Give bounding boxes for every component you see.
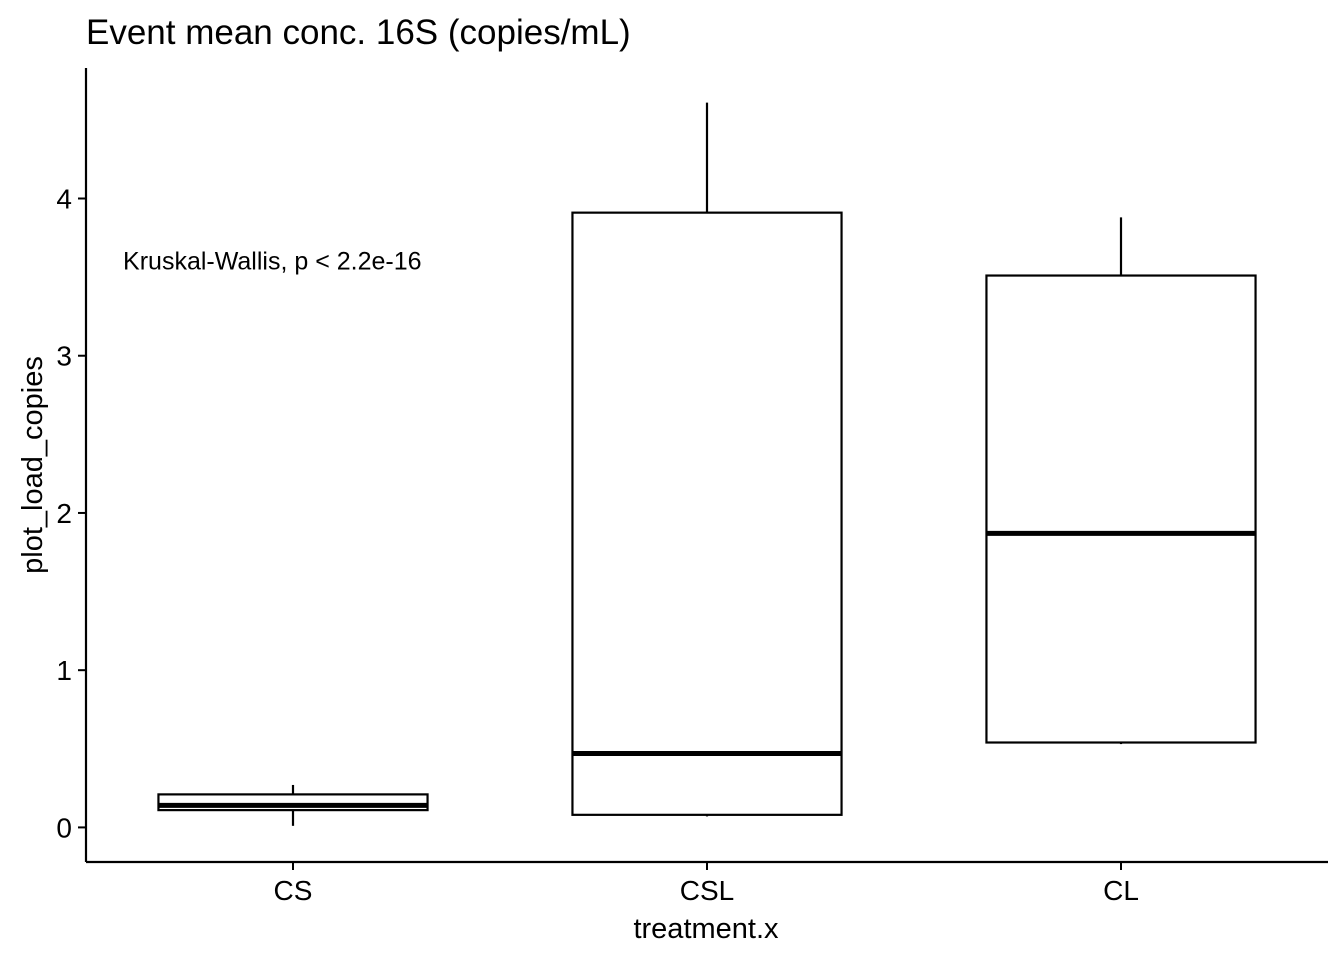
- y-tick-label: 1: [56, 655, 72, 686]
- x-axis-label: treatment.x: [633, 913, 779, 945]
- y-tick-label: 3: [56, 341, 72, 372]
- x-tick-label: CL: [1103, 875, 1139, 906]
- x-tick-label: CS: [274, 875, 313, 906]
- y-tick-label: 0: [56, 812, 72, 843]
- stat-annotation: Kruskal-Wallis, p < 2.2e-16: [123, 247, 422, 275]
- box-csl: [571, 211, 843, 816]
- y-axis-label: plot_load_copies: [17, 356, 49, 574]
- box-cl: [985, 274, 1257, 744]
- x-tick-label: CSL: [680, 875, 734, 906]
- y-tick-label: 2: [56, 498, 72, 529]
- plot-area: 0 1 2 3 4 CS CSL CL Kruskal-Wallis, p < 2.2e-16: [56, 68, 1328, 906]
- y-tick-label: 4: [56, 183, 72, 214]
- chart-title: Event mean conc. 16S (copies/mL): [86, 13, 631, 52]
